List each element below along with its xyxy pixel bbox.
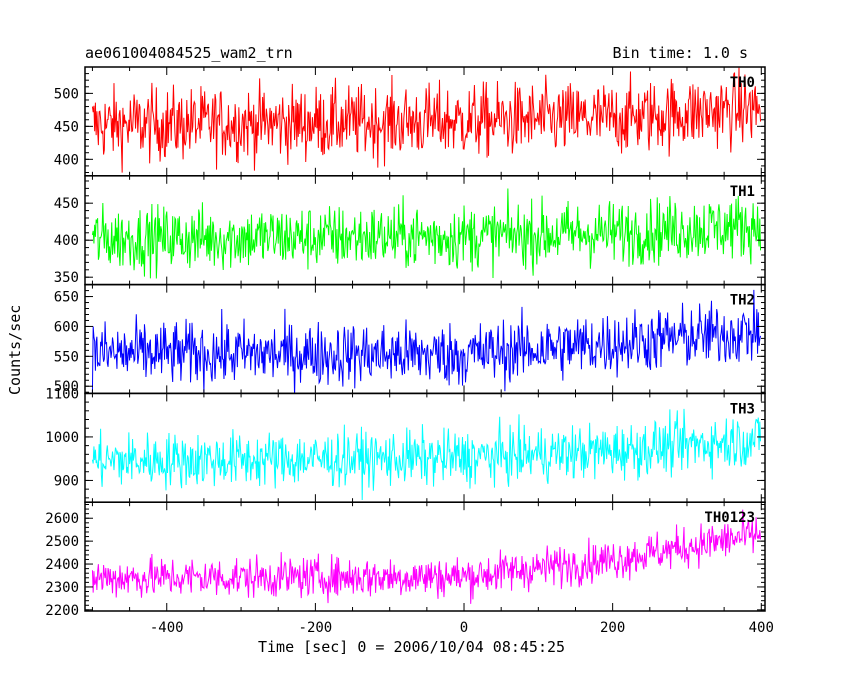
x-tick-label: 200: [600, 620, 625, 636]
panel-label-th1: TH1: [730, 184, 755, 200]
y-tick-label: 450: [54, 196, 79, 212]
series-line-th2: [91, 289, 762, 394]
panel-frame-th0123: [84, 501, 766, 612]
bin-time-label: Bin time: 1.0 s: [612, 44, 748, 62]
y-tick-label: 350: [54, 270, 79, 286]
x-tick-label: -200: [299, 620, 333, 636]
y-tick-label: 1000: [45, 430, 79, 446]
series-line-th0123: [91, 509, 762, 604]
x-tick-label: -400: [150, 620, 184, 636]
y-axis-label: Counts/sec: [6, 304, 24, 395]
y-tick-label: 2500: [45, 534, 79, 550]
y-tick-label: 400: [54, 152, 79, 168]
y-tick-label: 2600: [45, 511, 79, 527]
x-tick-label: 400: [749, 620, 774, 636]
y-tick-label: 1100: [45, 386, 79, 402]
x-tick-label: 0: [460, 620, 468, 636]
panel-label-th3: TH3: [730, 401, 755, 417]
series-line-th3: [91, 408, 762, 501]
series-line-th0: [91, 67, 762, 173]
panel-label-th0123: TH0123: [704, 510, 755, 526]
y-tick-label: 600: [54, 319, 79, 335]
y-tick-label: 2400: [45, 557, 79, 573]
y-tick-label: 2300: [45, 580, 79, 596]
y-tick-label: 500: [54, 379, 79, 395]
panel-label-th2: TH2: [730, 293, 755, 309]
x-axis-label: Time [sec] 0 = 2006/10/04 08:45:25: [258, 638, 566, 656]
y-tick-label: 400: [54, 233, 79, 249]
y-tick-label: 900: [54, 473, 79, 489]
series-line-th1: [91, 188, 762, 279]
y-tick-label: 550: [54, 349, 79, 365]
y-tick-label: 450: [54, 119, 79, 135]
y-tick-label: 650: [54, 290, 79, 306]
y-tick-label: 500: [54, 86, 79, 102]
chart-title: ae061004084525_wam2_trn: [85, 44, 293, 62]
panel-label-th0: TH0: [730, 75, 755, 91]
y-tick-label: 2200: [45, 603, 79, 619]
